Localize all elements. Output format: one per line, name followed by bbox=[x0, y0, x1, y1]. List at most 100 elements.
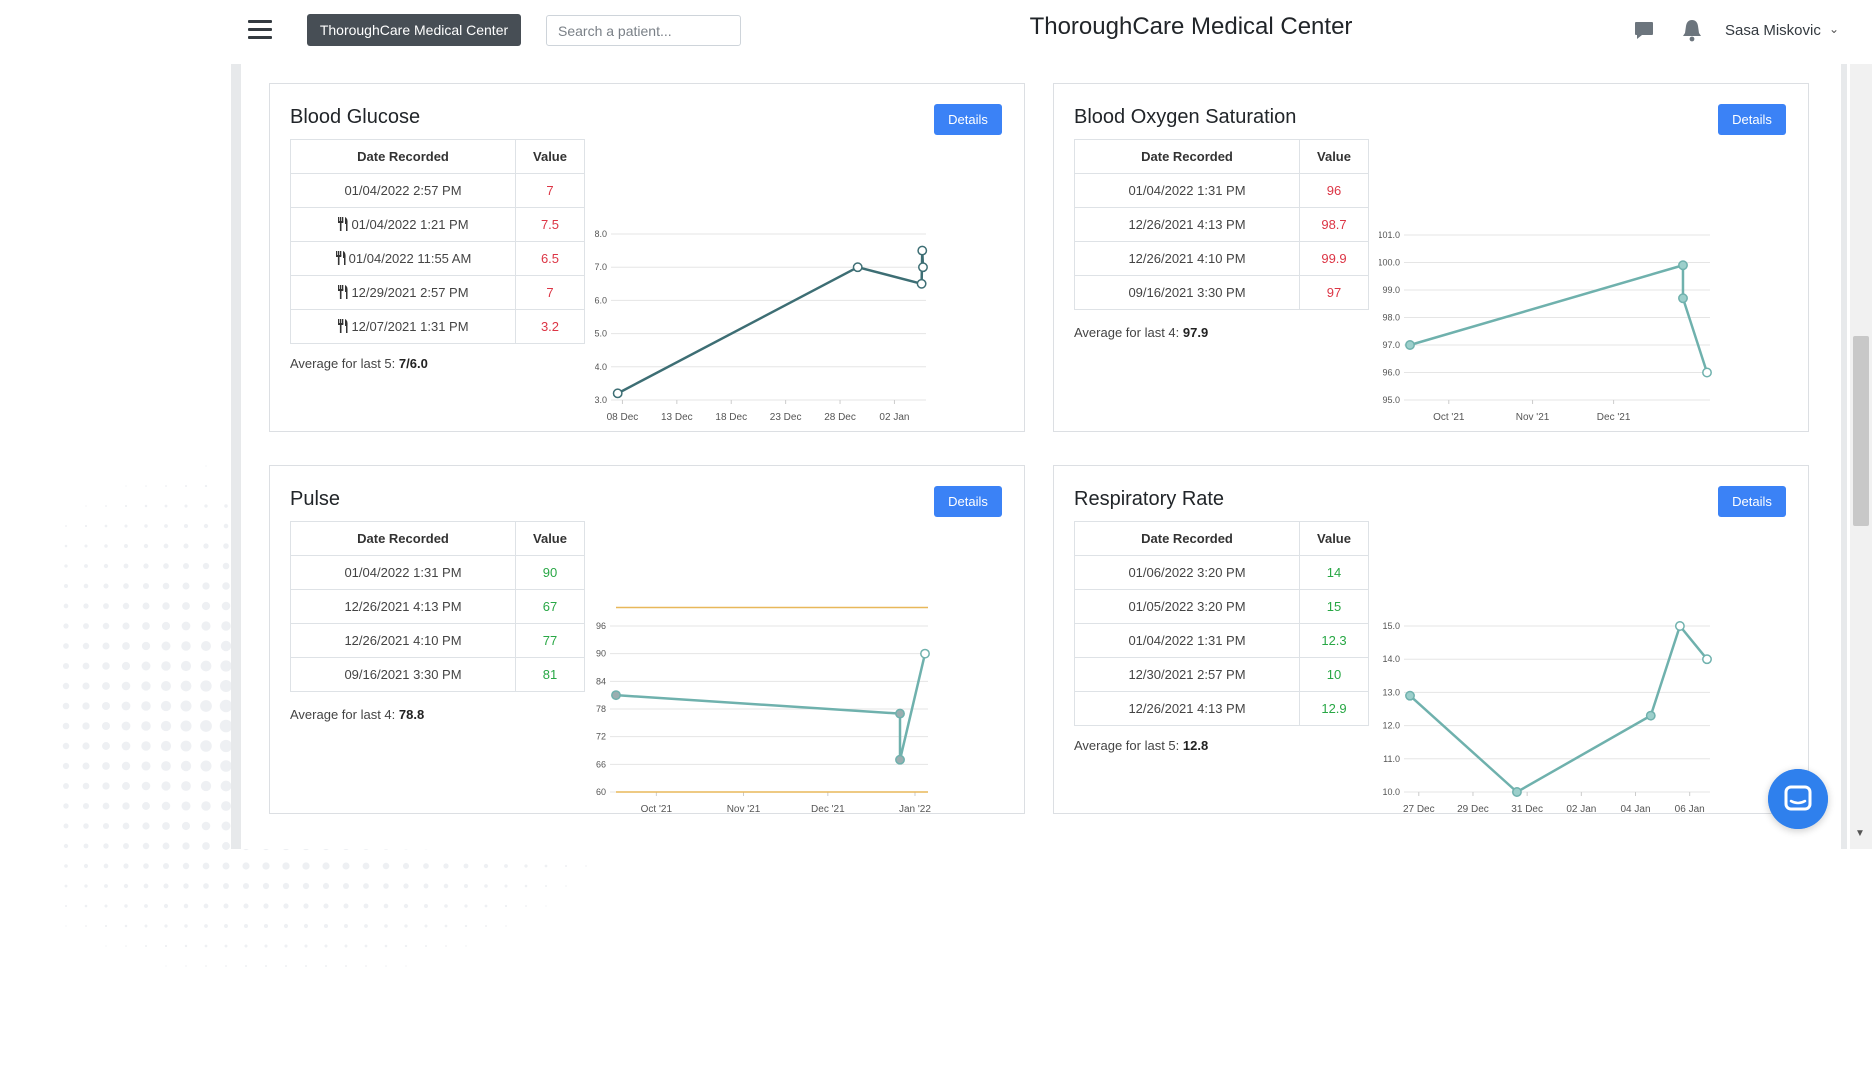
pattern-dot bbox=[203, 903, 209, 909]
data-point[interactable] bbox=[1511, 787, 1522, 797]
details-button[interactable]: Details bbox=[1718, 104, 1786, 135]
pattern-dot bbox=[504, 864, 508, 868]
data-point[interactable] bbox=[895, 708, 905, 719]
pattern-dot bbox=[182, 602, 190, 610]
pattern-dot bbox=[201, 641, 211, 651]
organization-button[interactable]: ThoroughCare Medical Center bbox=[307, 14, 521, 46]
pattern-dot bbox=[142, 802, 150, 810]
average-summary: Average for last 5: 12.8 bbox=[1074, 738, 1208, 753]
pattern-dot bbox=[82, 802, 90, 810]
vertical-scrollbar[interactable] bbox=[1850, 64, 1872, 849]
pattern-dot bbox=[161, 761, 171, 771]
data-point[interactable] bbox=[1678, 293, 1688, 304]
pattern-dot bbox=[82, 662, 90, 670]
y-tick-label: 5.0 bbox=[595, 329, 607, 339]
pattern-dot bbox=[82, 702, 90, 710]
chat-launcher-icon[interactable] bbox=[1768, 769, 1828, 829]
pattern-dot bbox=[222, 862, 230, 870]
pattern-dot bbox=[163, 883, 169, 889]
pattern-dot bbox=[544, 884, 548, 888]
pattern-dot bbox=[184, 484, 188, 488]
pattern-dot bbox=[104, 924, 108, 928]
pattern-dot bbox=[83, 623, 89, 629]
x-tick-label: 13 Dec bbox=[661, 412, 693, 423]
average-summary: Average for last 4: 78.8 bbox=[290, 707, 424, 722]
y-tick-label: 10.0 bbox=[1382, 787, 1400, 797]
data-point[interactable] bbox=[920, 648, 930, 659]
pattern-dot bbox=[122, 602, 130, 610]
pattern-dot bbox=[219, 739, 233, 753]
user-menu[interactable]: Sasa Miskovic bbox=[1725, 22, 1821, 39]
pattern-dot bbox=[200, 780, 212, 792]
data-point[interactable] bbox=[612, 388, 623, 399]
pattern-dot bbox=[524, 884, 528, 888]
date-text: 01/04/2022 1:31 PM bbox=[344, 565, 462, 580]
chat-icon[interactable] bbox=[1633, 19, 1655, 41]
pattern-dot bbox=[141, 681, 151, 691]
pattern-dot bbox=[82, 682, 90, 690]
pattern-dot bbox=[264, 964, 268, 968]
data-point[interactable] bbox=[1702, 654, 1712, 665]
data-point[interactable] bbox=[916, 278, 927, 289]
bell-icon[interactable] bbox=[1681, 18, 1703, 42]
pattern-dot bbox=[162, 842, 170, 850]
date-cell: 01/04/2022 1:31 PM bbox=[1074, 173, 1300, 208]
pattern-dot bbox=[219, 719, 233, 733]
pattern-dot bbox=[222, 582, 230, 590]
pattern-dot bbox=[123, 883, 129, 889]
pattern-dot bbox=[121, 741, 131, 751]
pattern-dot bbox=[424, 904, 428, 908]
pattern-dot bbox=[83, 823, 89, 829]
details-button[interactable]: Details bbox=[1718, 486, 1786, 517]
data-point[interactable] bbox=[1678, 260, 1688, 271]
pattern-dot bbox=[84, 544, 88, 548]
column-header-date: Date Recorded bbox=[290, 139, 516, 174]
data-point[interactable] bbox=[918, 262, 928, 273]
pattern-dot bbox=[364, 944, 368, 948]
pattern-dot bbox=[121, 761, 131, 771]
card-title: Pulse bbox=[290, 488, 341, 510]
pattern-dot bbox=[223, 883, 229, 889]
table-row: 12/07/2021 1:31 PM 3.2 bbox=[290, 309, 585, 344]
data-point[interactable] bbox=[917, 245, 928, 256]
date-cell: 12/29/2021 2:57 PM bbox=[290, 275, 516, 310]
pattern-dot bbox=[224, 944, 228, 948]
date-cell: 12/26/2021 4:13 PM bbox=[1074, 691, 1300, 726]
pattern-dot bbox=[303, 903, 309, 909]
pattern-dot bbox=[63, 843, 69, 849]
scrollbar-thumb[interactable] bbox=[1853, 336, 1869, 526]
pattern-dot bbox=[220, 640, 232, 652]
date-cell: 01/04/2022 1:31 PM bbox=[290, 555, 516, 590]
chevron-down-icon[interactable]: ⌄ bbox=[1829, 22, 1840, 36]
pattern-dot bbox=[364, 924, 368, 928]
data-point[interactable] bbox=[852, 262, 863, 273]
data-point[interactable] bbox=[1674, 621, 1685, 631]
details-button[interactable]: Details bbox=[934, 104, 1002, 135]
pattern-dot bbox=[103, 563, 109, 569]
pattern-dot bbox=[123, 563, 129, 569]
data-point[interactable] bbox=[1405, 340, 1415, 350]
y-tick-label: 6.0 bbox=[595, 295, 607, 305]
pattern-dot bbox=[125, 945, 127, 947]
data-point[interactable] bbox=[611, 690, 621, 701]
pattern-dot bbox=[564, 864, 568, 868]
data-point[interactable] bbox=[1405, 690, 1415, 701]
pattern-dot bbox=[204, 944, 208, 948]
details-button[interactable]: Details bbox=[934, 486, 1002, 517]
menu-icon[interactable] bbox=[248, 20, 272, 40]
date-cell: 12/30/2021 2:57 PM bbox=[1074, 657, 1300, 692]
pattern-dot bbox=[323, 903, 329, 909]
pattern-dot bbox=[141, 741, 151, 751]
date-text: 12/30/2021 2:57 PM bbox=[1128, 667, 1246, 682]
data-point[interactable] bbox=[895, 754, 905, 765]
search-patient-input[interactable] bbox=[546, 15, 741, 46]
x-tick-label: 27 Dec bbox=[1403, 804, 1435, 815]
pattern-dot bbox=[160, 740, 172, 752]
data-point[interactable] bbox=[1645, 710, 1656, 721]
pattern-dot bbox=[484, 884, 488, 888]
table-row: 12/26/2021 4:10 PM 99.9 bbox=[1074, 241, 1369, 276]
date-cell: 01/06/2022 3:20 PM bbox=[1074, 555, 1300, 590]
pattern-dot bbox=[383, 883, 389, 889]
data-point[interactable] bbox=[1702, 367, 1712, 378]
scroll-down-arrow-icon[interactable]: ▼ bbox=[1855, 828, 1865, 839]
